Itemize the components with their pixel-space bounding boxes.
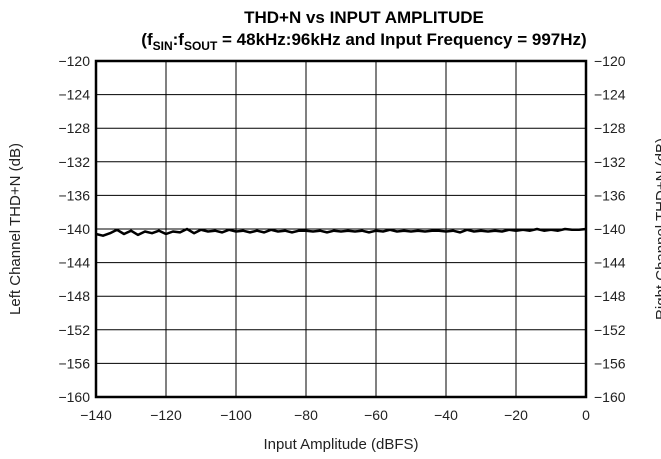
grid <box>96 61 586 397</box>
x-tick-label: −100 <box>220 407 252 423</box>
x-tick-label: −120 <box>150 407 182 423</box>
y-tick-label-left: −140 <box>58 221 90 237</box>
y-tick-label-left: −152 <box>58 322 90 338</box>
y-tick-label-left: −144 <box>58 255 90 271</box>
y-tick-label-left: −124 <box>58 87 90 103</box>
y-tick-label-right: −156 <box>594 355 626 371</box>
chart-subtitle: (fSIN:fSOUT = 48kHz:96kHz and Input Freq… <box>141 30 586 53</box>
y-tick-label-left: −132 <box>58 154 90 170</box>
y-tick-label-right: −144 <box>594 255 626 271</box>
series-layer <box>95 227 587 237</box>
plot-frame <box>94 59 588 399</box>
y-tick-label-right: −132 <box>594 154 626 170</box>
x-tick-label: −20 <box>504 407 528 423</box>
y-tick-label-left: −120 <box>58 53 90 69</box>
y-tick-label-left: −136 <box>58 187 90 203</box>
y-axis-label-right: Right Channel THD+N (dB) <box>653 138 661 320</box>
y-tick-label-right: −160 <box>594 389 626 405</box>
y-tick-label-right: −148 <box>594 288 626 304</box>
x-tick-label: 0 <box>582 407 590 423</box>
y-tick-label-left: −160 <box>58 389 90 405</box>
tick-labels: −140 −120 −100 −80 −60 −40 −20 0 −120 −120 −124 −12… <box>58 53 625 423</box>
y-tick-label-right: −152 <box>594 322 626 338</box>
x-tick-label: −40 <box>434 407 458 423</box>
x-tick-label: −140 <box>80 407 112 423</box>
y-axis-label-left: Left Channel THD+N (dB) <box>7 143 24 315</box>
chart-title: THD+N vs INPUT AMPLITUDE <box>244 8 484 27</box>
y-tick-label-right: −120 <box>594 53 626 69</box>
x-tick-label: −60 <box>364 407 388 423</box>
series-line <box>95 227 587 237</box>
y-tick-label-right: −124 <box>594 87 626 103</box>
y-tick-label-right: −128 <box>594 120 626 136</box>
x-axis-label: Input Amplitude (dBFS) <box>263 436 418 453</box>
y-tick-label-right: −140 <box>594 221 626 237</box>
x-tick-label: −80 <box>294 407 318 423</box>
y-tick-label-left: −148 <box>58 288 90 304</box>
y-tick-label-left: −128 <box>58 120 90 136</box>
y-tick-label-left: −156 <box>58 355 90 371</box>
y-tick-label-right: −136 <box>594 187 626 203</box>
